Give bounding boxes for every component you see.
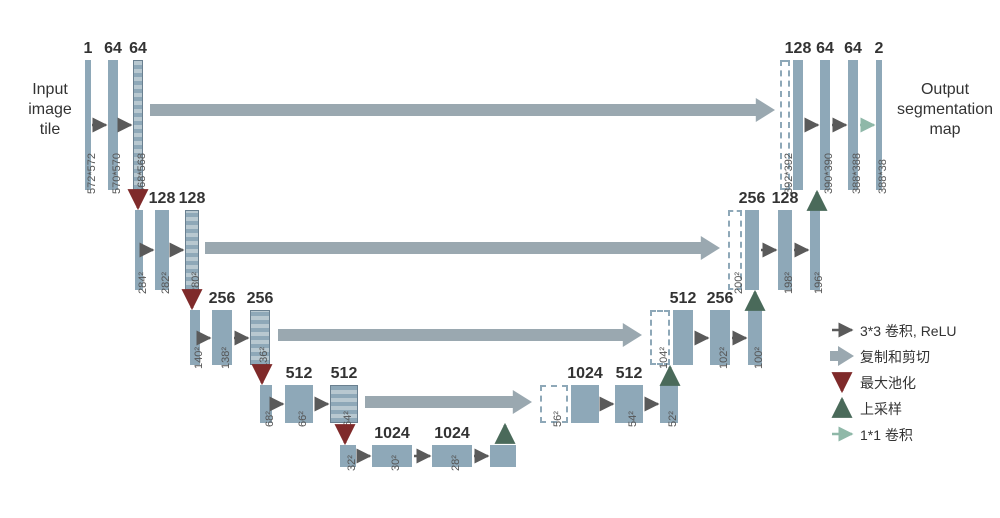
legend-label-pool: 最大池化	[860, 373, 916, 393]
ch-l0-enc-2: 64	[129, 40, 147, 58]
dim-l0-enc-0: 572*572	[86, 153, 98, 194]
ch-l2-dec-2: 256	[707, 290, 734, 308]
ch-l4-enc-1: 1024	[374, 425, 410, 443]
ch-l3-enc-1: 512	[286, 365, 313, 383]
legend-label-up: 上采样	[860, 399, 902, 419]
ch-l0-enc-1: 64	[104, 40, 122, 58]
dim-l2-enc-1: 138²	[220, 347, 232, 369]
ch-l2-dec-1: 512	[670, 290, 697, 308]
dim-l1-enc-0: 284²	[137, 272, 149, 294]
dim-l0-enc-2: 568*568	[136, 153, 148, 194]
dim-l4-enc-0: 32²	[346, 455, 358, 471]
ch-l3-dec-2: 512	[616, 365, 643, 383]
dim-l0-dec-2: 390*390	[823, 153, 835, 194]
dim-l3-enc-2: 64²	[342, 411, 354, 427]
dim-l0-dec-3: 388*388	[851, 153, 863, 194]
ch-l2-enc-1: 256	[209, 290, 236, 308]
dim-l1-dec-3: 196²	[813, 272, 825, 294]
dim-l3-dec-0: 56²	[552, 411, 564, 427]
dim-l2-enc-2: 136²	[258, 347, 270, 369]
ch-l0-dec-3: 64	[844, 40, 862, 58]
dim-l3-enc-0: 68²	[264, 411, 276, 427]
legend-label-1x1: 1*1 卷积	[860, 425, 913, 445]
dim-l1-enc-1: 282²	[160, 272, 172, 294]
dim-l2-dec-3: 100²	[753, 347, 765, 369]
feat-l3-dec-1	[571, 385, 599, 423]
ch-l2-enc-2: 256	[247, 290, 274, 308]
ch-l1-enc-1: 128	[149, 190, 176, 208]
ch-l4-enc-2: 1024	[434, 425, 470, 443]
output-label: Output segmentation map	[890, 80, 1000, 140]
ch-l0-dec-1: 128	[785, 40, 812, 58]
ch-l3-enc-2: 512	[331, 365, 358, 383]
dim-l2-enc-0: 140²	[193, 347, 205, 369]
ch-l1-enc-2: 128	[179, 190, 206, 208]
ch-l0-dec-4: 2	[875, 40, 884, 58]
feat-l2-dec-1	[673, 310, 693, 365]
dim-l2-dec-0: 104²	[658, 347, 670, 369]
legend-label-copy: 复制和剪切	[860, 347, 930, 367]
input-label: Input image tile	[15, 80, 85, 140]
dim-l3-enc-1: 66²	[297, 411, 309, 427]
dim-l4-enc-2: 28²	[450, 455, 462, 471]
feat-l4-enc-3	[490, 445, 516, 467]
dim-l1-dec-2: 198²	[783, 272, 795, 294]
ch-l0-enc-0: 1	[84, 40, 93, 58]
dim-l3-dec-3: 52²	[667, 411, 679, 427]
legend-label-conv: 3*3 卷积, ReLU	[860, 321, 956, 341]
dim-l4-enc-1: 30²	[390, 455, 402, 471]
dim-l1-dec-0: 200²	[733, 272, 745, 294]
feat-l1-dec-1	[745, 210, 759, 290]
ch-l3-dec-1: 1024	[567, 365, 603, 383]
dim-l1-enc-2: 280²	[190, 272, 202, 294]
feat-l0-dec-1	[793, 60, 803, 190]
ch-l1-dec-2: 128	[772, 190, 799, 208]
dim-l3-dec-2: 54²	[627, 411, 639, 427]
dim-l0-dec-4: 388*38	[877, 159, 889, 194]
ch-l0-dec-2: 64	[816, 40, 834, 58]
ch-l1-dec-1: 256	[739, 190, 766, 208]
dim-l0-enc-1: 570*570	[111, 153, 123, 194]
dim-l2-dec-2: 102²	[718, 347, 730, 369]
